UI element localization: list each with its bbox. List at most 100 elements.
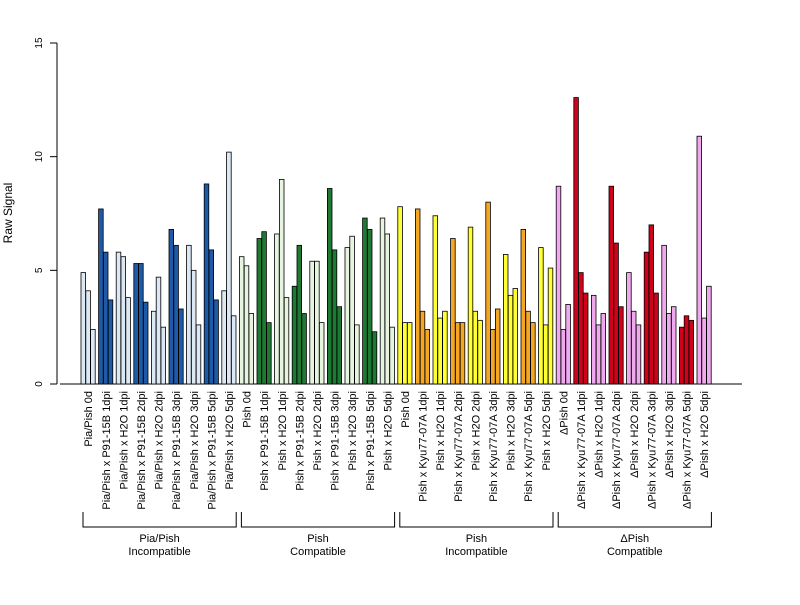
bar: [490, 329, 496, 385]
bar: [648, 224, 654, 385]
x-category-label: ΔPish x Kyu77-07A 3dpi: [646, 391, 658, 509]
x-category-label: Pish x H2O 3dpi: [347, 391, 359, 470]
bar: [125, 297, 131, 385]
group-bracket: [399, 512, 554, 528]
bar: [190, 269, 197, 385]
x-category-label: Pish x H2O 5dpi: [541, 391, 553, 470]
bar: [631, 310, 637, 385]
bar: [195, 324, 202, 385]
bar: [344, 247, 350, 385]
bar: [397, 206, 403, 385]
x-category-label: Pish x Kyu77-07A 5dpi: [523, 391, 535, 502]
bar: [494, 308, 501, 385]
x-category-label: ΔPish x H2O 3dpi: [664, 391, 676, 478]
bar: [653, 292, 659, 385]
bar: [301, 313, 307, 385]
x-category-label: Pish x H2O 1dpi: [435, 391, 447, 470]
bar: [666, 313, 672, 385]
bar: [309, 260, 315, 385]
bar: [595, 324, 602, 385]
bar: [248, 313, 254, 385]
bar: [414, 208, 421, 385]
bar: [186, 244, 192, 385]
bar: [274, 233, 280, 385]
bar: [314, 260, 320, 385]
group-bracket: [82, 512, 237, 528]
bar: [362, 217, 368, 385]
bar: [565, 304, 571, 385]
bar: [243, 265, 250, 385]
bar: [238, 256, 245, 385]
group-label-line1: ΔPish: [620, 533, 649, 545]
x-category-label: ΔPish 0d: [558, 391, 570, 435]
bar: [578, 272, 584, 385]
bar: [543, 324, 549, 385]
bar: [696, 135, 702, 385]
bar: [701, 317, 707, 385]
group-brackets: Pia/PishIncompatiblePishCompatiblePishIn…: [82, 512, 712, 558]
bar: [450, 238, 456, 385]
y-tick-label: 5: [34, 267, 45, 273]
bar: [502, 254, 509, 385]
group-label-line2: Compatible: [290, 546, 346, 558]
bar-plot-area: [80, 97, 712, 385]
x-category-label: Pish x H2O 1dpi: [277, 391, 289, 470]
bar: [150, 310, 157, 385]
bar: [560, 329, 566, 385]
bar: [512, 288, 518, 385]
bar: [507, 294, 514, 385]
bar: [402, 322, 408, 385]
bar: [547, 267, 554, 385]
x-category-label: Pia/Pish 0d: [83, 391, 95, 447]
group-bracket: [557, 512, 712, 528]
bar: [371, 331, 378, 385]
bar: [120, 256, 126, 385]
bar: [467, 226, 474, 385]
bar: [379, 217, 386, 385]
y-tick-label: 0: [34, 381, 45, 387]
bar: [90, 329, 96, 385]
x-category-label: Pia/Pish x H2O 2dpi: [154, 391, 166, 489]
bar: [626, 272, 632, 385]
x-category-label: Pia/Pish x P91-15B 5dpi: [206, 391, 218, 510]
x-category-label: Pish 0d: [400, 391, 412, 428]
bar: [354, 324, 360, 385]
x-axis-labels: Pia/Pish 0d Pia/Pish x P91-15B 1dpi Pia/Pi…: [83, 391, 711, 510]
bar: [221, 290, 227, 385]
bar: [318, 322, 325, 385]
bar: [525, 310, 531, 385]
x-category-label: Pia/Pish x P91-15B 3dpi: [171, 391, 183, 510]
x-category-label: ΔPish x H2O 5dpi: [699, 391, 711, 478]
bar: [538, 247, 544, 385]
bar: [679, 326, 685, 385]
x-category-label: Pish 0d: [242, 391, 254, 428]
bar: [555, 185, 562, 385]
x-category-label: Pia/Pish x H2O 3dpi: [189, 391, 201, 489]
bar: [98, 208, 104, 385]
x-category-label: Pish x P91-15B 5dpi: [365, 391, 377, 491]
x-category-label: ΔPish x H2O 1dpi: [594, 391, 606, 478]
bar: [485, 201, 491, 385]
bar: [389, 326, 395, 385]
x-category-label: Pia/Pish x H2O 1dpi: [118, 391, 130, 489]
bar: [133, 263, 139, 385]
bar: [618, 306, 624, 385]
x-category-label: Pish x P91-15B 1dpi: [259, 391, 271, 491]
bar: [406, 322, 413, 385]
bar: [326, 188, 333, 385]
group-label-line1: Pish: [466, 533, 487, 545]
bar: [103, 251, 109, 385]
bar: [661, 244, 667, 385]
bar: [155, 276, 162, 385]
bar: [291, 285, 298, 385]
bar: [671, 306, 677, 385]
x-category-label: Pish x P91-15B 2dpi: [294, 391, 306, 491]
bar: [230, 315, 237, 385]
bar: [138, 263, 144, 385]
group-label-line2: Incompatible: [128, 546, 190, 558]
bar: [283, 297, 290, 385]
bar: [432, 215, 438, 385]
bar: [296, 244, 302, 385]
